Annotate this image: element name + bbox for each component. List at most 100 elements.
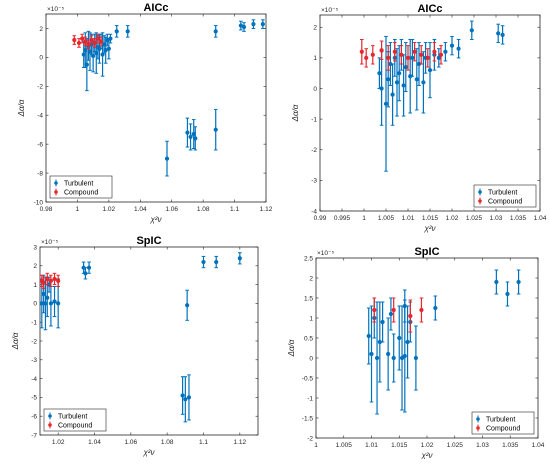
x-axis-label: χ²ν (420, 451, 432, 459)
series-compound (72, 33, 104, 50)
y-tick-label: -2 (37, 84, 43, 91)
x-tick-label: 1.005 (378, 215, 395, 222)
x-tick-label: 1.06 (125, 439, 138, 446)
x-tick-label: 1.12 (234, 439, 247, 446)
plot-area (39, 246, 259, 436)
data-point (392, 49, 397, 54)
data-point (164, 156, 170, 161)
legend-swatch-marker (476, 417, 480, 421)
x-tick-label: 1.04 (532, 442, 545, 449)
data-point (241, 24, 247, 30)
legend-swatch-marker (478, 199, 482, 203)
data-point (401, 83, 406, 88)
data-point (405, 55, 411, 60)
data-point (52, 276, 57, 282)
legend: Turbulent Compound (473, 184, 537, 208)
data-point (193, 136, 198, 141)
data-point (201, 259, 206, 265)
legend-label: Turbulent (58, 414, 87, 421)
x-tick-label: 1.01 (402, 215, 415, 222)
data-point (408, 313, 413, 319)
series-compound (372, 297, 424, 333)
y-tick-label: -5 (31, 395, 37, 402)
data-point (432, 49, 437, 54)
series-turbulent (39, 252, 242, 423)
y-tick-label: -4 (37, 113, 43, 120)
data-point (516, 279, 521, 285)
y-tick-label: -10 (34, 199, 44, 206)
data-point (397, 71, 402, 76)
legend: Turbulent Compound (49, 175, 113, 199)
axis-exponent-label: ×10⁻⁵ (41, 239, 58, 246)
y-tick-label: 3 (33, 244, 37, 251)
x-tick-label: 1.04 (534, 215, 547, 222)
data-point (410, 55, 415, 60)
data-point (91, 53, 96, 59)
data-point (425, 55, 430, 60)
y-tick-label: 2 (313, 25, 317, 32)
y-axis-label: Δα/α (287, 339, 296, 357)
data-point (383, 101, 389, 106)
data-point (379, 86, 384, 91)
x-tick-label: 0.995 (334, 215, 351, 222)
x-tick-label: 1.005 (336, 442, 353, 449)
axis-exponent-label: ×10⁻⁵ (47, 6, 64, 13)
data-point (366, 333, 371, 339)
plot-area (315, 257, 539, 439)
data-point (443, 49, 448, 54)
axis-exponent-label: ×10⁻⁵ (321, 7, 338, 14)
data-point (95, 36, 100, 41)
data-point (185, 130, 190, 135)
y-tick-label: -1 (31, 320, 37, 327)
y-tick-label: -2 (31, 338, 37, 345)
x-tick-label: 0.98 (40, 206, 53, 213)
data-point (72, 37, 77, 43)
data-point (419, 307, 424, 313)
data-point (114, 29, 119, 34)
chart-title: AICc (417, 3, 442, 15)
y-tick-label: -6 (31, 414, 37, 421)
data-point (469, 28, 474, 33)
y-tick-label: 0 (33, 301, 37, 308)
y-axis-label: Δα/α (291, 104, 300, 122)
x-tick-label: 1.03 (490, 215, 503, 222)
x-axis-label: χ²ν (149, 215, 161, 224)
chart-title: AICc (143, 2, 168, 14)
x-tick-label: 1.035 (502, 442, 519, 449)
x-tick-label: 1.06 (165, 206, 178, 213)
legend-label: Turbulent (64, 181, 93, 188)
x-tick-label: 1.03 (476, 442, 489, 449)
data-point (251, 22, 256, 27)
chart-panel-1: AICc ×10⁻⁵ 0.98 1 1.02 1.04 1.06 1.08 1.1 1.12 -10… (17, 2, 273, 224)
x-tick-label: 1.02 (52, 439, 65, 446)
y-tick-label: 1 (309, 315, 313, 322)
series-compound (359, 39, 444, 71)
y-axis-label: Δα/α (17, 99, 26, 117)
chart-panel-2: AICc ×10⁻⁵ 0.99 0.995 1 1.005 1.01 1.015 1.02 1.0… (291, 3, 547, 233)
data-point (449, 43, 455, 48)
x-tick-label: 1 (314, 442, 318, 449)
data-point (391, 307, 396, 313)
legend-label: Turbulent (486, 417, 515, 424)
data-point (414, 77, 419, 82)
data-point (180, 393, 185, 398)
data-point (421, 80, 426, 85)
data-point (433, 305, 438, 311)
y-tick-label: 0 (309, 355, 313, 362)
data-point (56, 278, 61, 283)
chart-title: SpIC (136, 235, 161, 247)
legend-swatch-marker (478, 190, 482, 194)
data-point (89, 37, 94, 43)
x-tick-label: 1.02 (446, 215, 459, 222)
y-tick-label: 2.5 (304, 255, 313, 262)
data-point (386, 351, 391, 357)
x-tick-label: 1.02 (421, 442, 434, 449)
data-point (380, 319, 385, 325)
data-point (186, 395, 192, 400)
x-tick-label: 1.12 (260, 206, 273, 213)
x-tick-label: 1.015 (391, 442, 408, 449)
legend-label: Compound (486, 426, 520, 433)
legend-label: Turbulent (488, 190, 517, 197)
data-point (369, 351, 374, 357)
